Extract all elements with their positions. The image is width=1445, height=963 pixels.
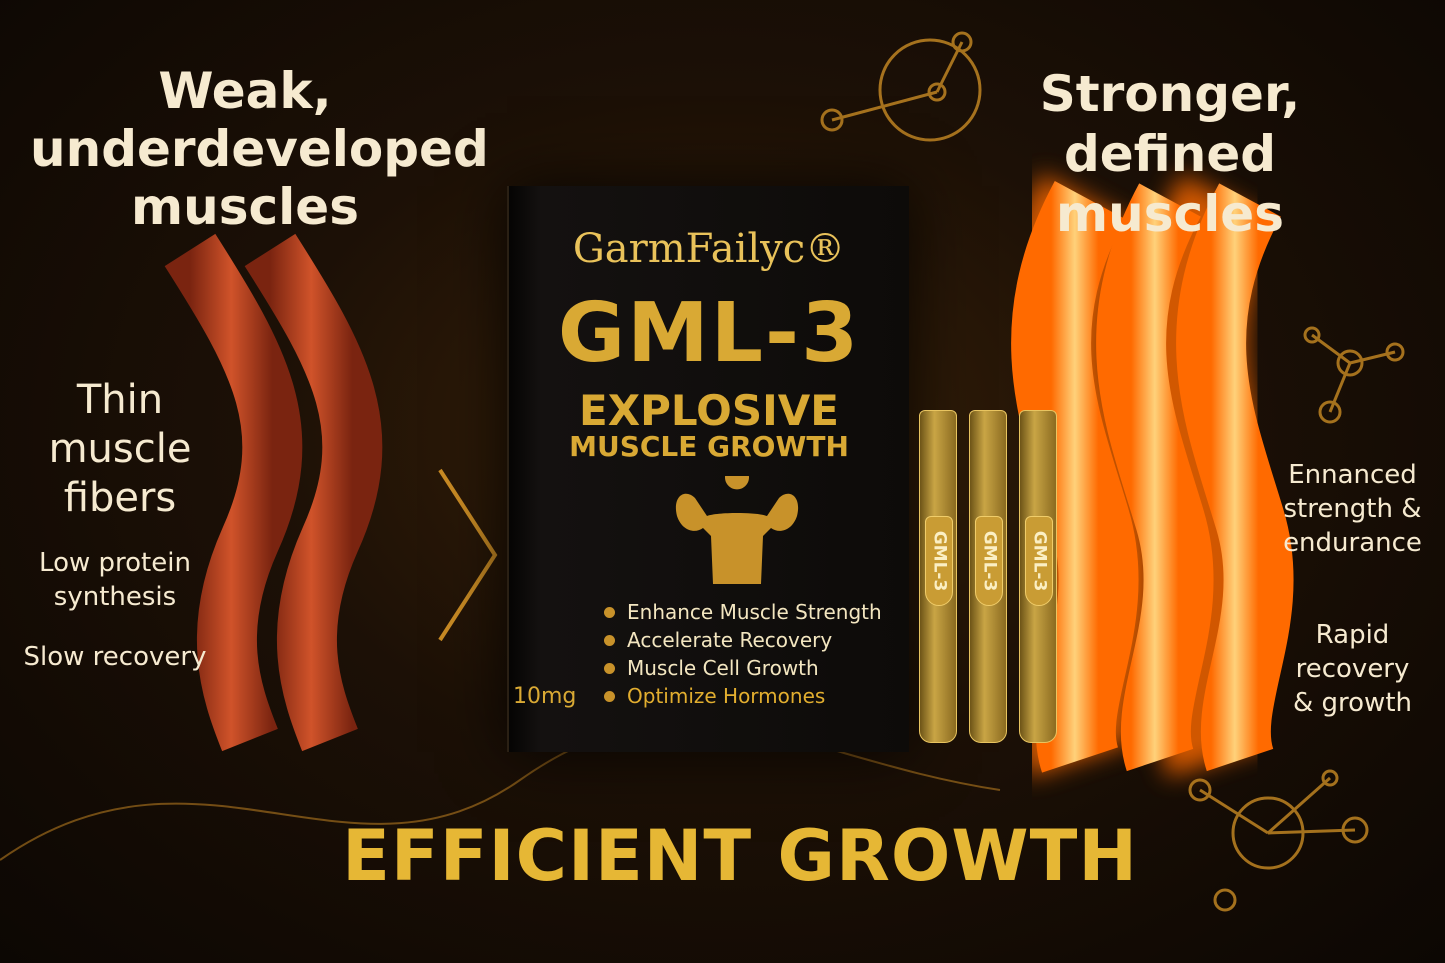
vial: GML-3 — [919, 410, 957, 743]
dose-label: 10mg — [513, 684, 577, 709]
product-box: GarmFailyc® GML-3 EXPLOSIVE MUSCLE GROWT… — [507, 186, 909, 752]
tagline: EFFICIENT GROWTH — [342, 815, 1138, 897]
right-title: Stronger, defined muscles — [1039, 65, 1301, 243]
headline: EXPLOSIVE — [579, 386, 839, 435]
feature-list: Enhance Muscle Strength Accelerate Recov… — [604, 598, 882, 710]
feature-item: Optimize Hormones — [604, 682, 882, 710]
bullet-icon — [604, 606, 615, 618]
subheadline: MUSCLE GROWTH — [569, 430, 849, 463]
feature-item: Accelerate Recovery — [604, 626, 882, 654]
vial: GML-3 — [969, 410, 1007, 743]
flexing-bodybuilder-icon — [675, 476, 799, 584]
vial-label: GML-3 — [929, 530, 949, 592]
weak-muscle-fibers — [164, 233, 383, 752]
bullet-icon — [604, 662, 615, 674]
brand-name: GarmFailyc® — [572, 226, 846, 272]
enhanced-strength-label: Ennanced strength & endurance — [1283, 460, 1422, 558]
product-name: GML-3 — [557, 286, 861, 381]
rapid-recovery-label: Rapid recovery & growth — [1292, 620, 1412, 718]
vial-label: GML-3 — [979, 530, 999, 592]
left-title: Weak, underdeveloped muscles — [30, 62, 489, 236]
thin-fibers-label: Thin muscle fibers — [48, 377, 192, 521]
slow-recovery-label: Slow recovery — [23, 642, 207, 672]
vial-label: GML-3 — [1029, 530, 1049, 592]
molecule-icons — [820, 31, 1405, 912]
feature-item: Muscle Cell Growth — [604, 654, 882, 682]
vial: GML-3 — [1019, 410, 1057, 743]
bullet-icon — [604, 690, 615, 702]
feature-item: Enhance Muscle Strength — [604, 598, 882, 626]
low-protein-label: Low protein synthesis — [39, 548, 191, 612]
bullet-icon — [604, 634, 615, 646]
strong-muscle-fibers — [996, 173, 1294, 778]
arrow-chevron — [438, 468, 498, 642]
